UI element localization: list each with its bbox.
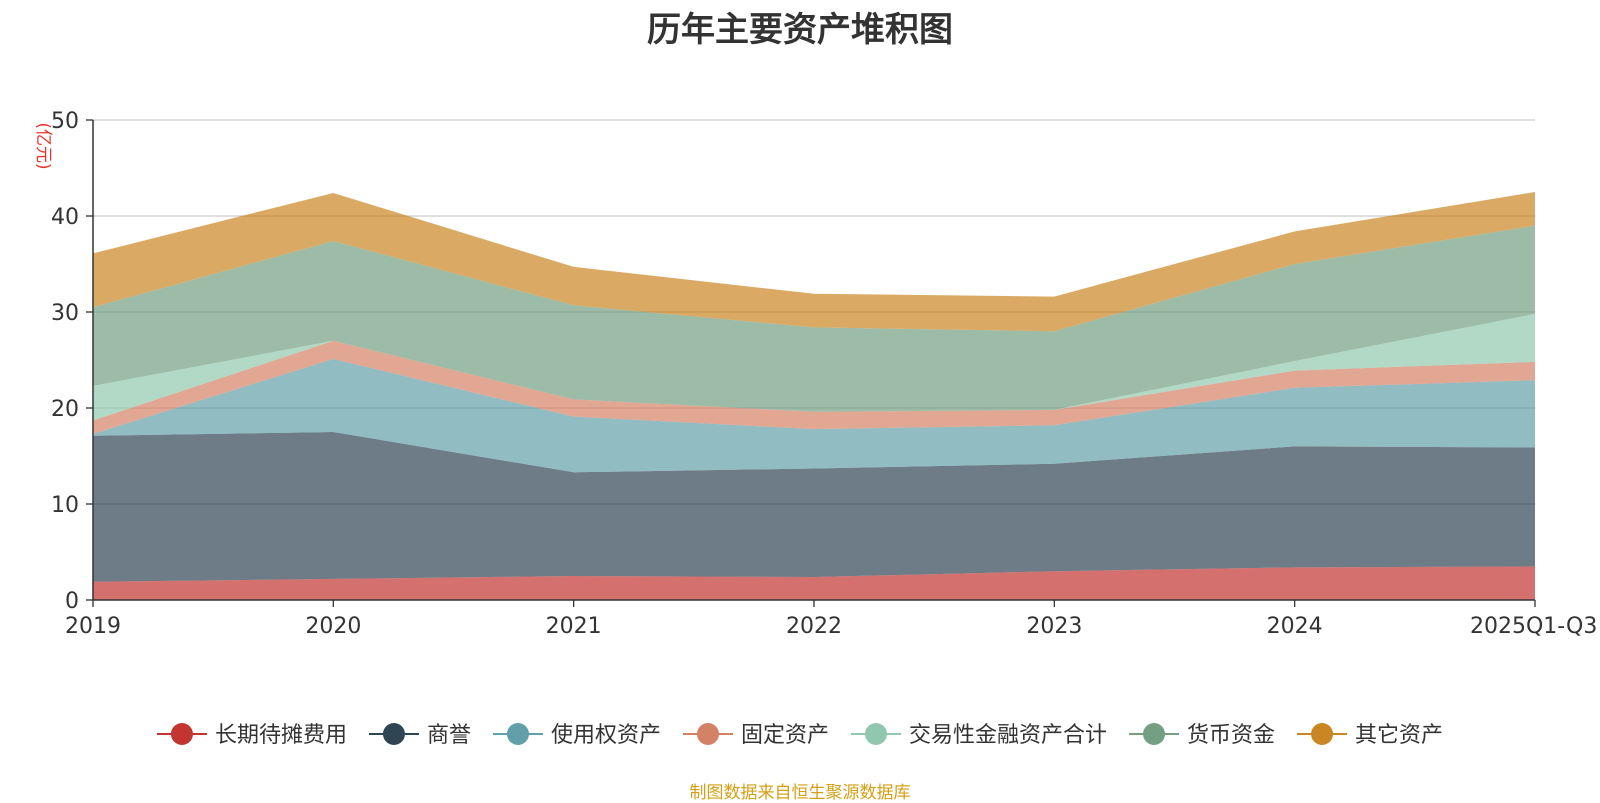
legend-marker-icon — [506, 723, 529, 745]
legend-item-5: 货币资金 — [1129, 723, 1275, 748]
area-series-3 — [93, 340, 1535, 434]
area-series-0 — [93, 566, 1535, 600]
chart-title: 历年主要资产堆积图 — [647, 10, 953, 50]
legend-item-2: 使用权资产 — [492, 723, 661, 748]
area-layer — [93, 192, 1535, 600]
x-tick-label: 2021 — [546, 614, 602, 639]
legend-label: 其它资产 — [1355, 723, 1443, 748]
axis-layer: 0 10 20 30 40 50 2019 2020 2021 2022 2023 2024 2025Q… — [33, 109, 1597, 639]
area-series-1 — [93, 432, 1535, 582]
legend-marker-icon — [1143, 723, 1166, 745]
legend-label: 商誉 — [427, 723, 471, 748]
legend-marker-icon — [696, 723, 719, 745]
y-tick-label: 20 — [51, 397, 79, 422]
legend-item-0: 长期待摊费用 — [156, 723, 347, 748]
x-tick-label: 2024 — [1267, 614, 1323, 639]
y-tick-label: 50 — [51, 109, 79, 134]
legend-item-6: 其它资产 — [1297, 723, 1443, 748]
legend-label: 交易性金融资产合计 — [909, 723, 1107, 748]
x-tick-label: 2019 — [65, 614, 121, 639]
y-tick-label: 10 — [51, 493, 79, 518]
legend-marker-icon — [1311, 723, 1334, 745]
legend-label: 固定资产 — [741, 723, 829, 748]
area-series-5 — [93, 225, 1535, 412]
legend-marker-icon — [865, 723, 888, 745]
area-series-2 — [93, 359, 1535, 473]
legend-marker-icon — [170, 723, 193, 745]
legend-marker-icon — [382, 723, 405, 745]
x-tick-label: 2023 — [1026, 614, 1082, 639]
x-tick-label: 2025Q1-Q3 — [1470, 614, 1597, 639]
legend-label: 长期待摊费用 — [215, 723, 347, 748]
y-tick-label: 30 — [51, 301, 79, 326]
legend-label: 使用权资产 — [551, 723, 661, 748]
legend-item-1: 商誉 — [368, 723, 471, 748]
y-tick-label: 0 — [65, 589, 79, 614]
source-note: 制图数据来自恒生聚源数据库 — [689, 783, 911, 803]
legend-item-3: 固定资产 — [682, 723, 829, 748]
x-tick-label: 2020 — [305, 614, 361, 639]
y-tick-label: 40 — [51, 205, 79, 230]
legend-label: 货币资金 — [1187, 723, 1275, 748]
legend-item-4: 交易性金融资产合计 — [851, 723, 1107, 748]
legend-layer: 长期待摊费用 商誉 使用权资产 固定资产 交易性金融资产合计 货币资金 其它资产 — [156, 723, 1443, 748]
area-series-6 — [93, 192, 1535, 332]
y-axis-unit-label: (亿元) — [33, 122, 53, 169]
x-tick-label: 2022 — [786, 614, 842, 639]
